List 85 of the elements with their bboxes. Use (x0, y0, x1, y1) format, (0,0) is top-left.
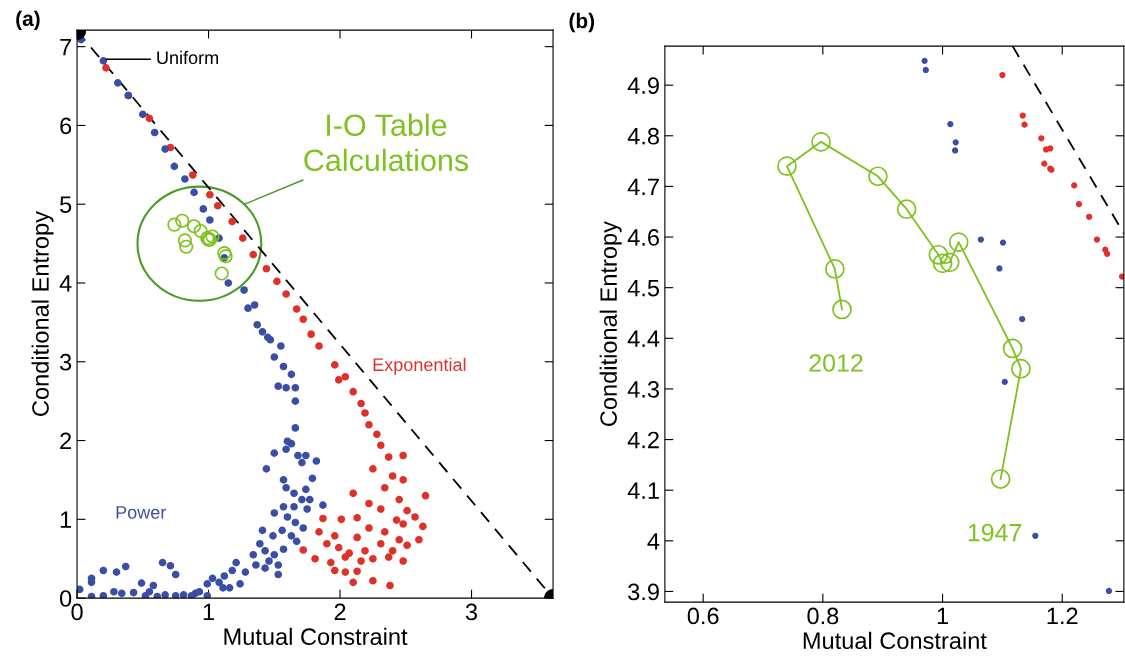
point (999, 71, 1006, 79)
point (1011, 358, 1031, 379)
y-tick-label: 4 (59, 275, 72, 292)
point (824, 259, 845, 279)
y-tick-label: 2 (60, 432, 72, 450)
point (951, 147, 959, 154)
y-tick-label: 4.8 (627, 127, 659, 145)
y-tick-label: 7 (60, 38, 72, 56)
annotation: 2012 (809, 354, 863, 372)
point (932, 253, 953, 274)
point (1103, 250, 1111, 257)
x-axis-title: Mutual Constraint (224, 627, 408, 646)
point (777, 156, 797, 177)
point (1093, 236, 1101, 243)
x-tick-label: 1.2 (1047, 607, 1078, 625)
x-tick-label: 0 (71, 603, 83, 621)
point (1086, 213, 1093, 220)
x-tick-label: 2 (334, 603, 346, 621)
point (1021, 121, 1028, 128)
x-tick-label: 1 (937, 607, 948, 625)
point (177, 233, 192, 248)
y-axis-title: Conditional Entropy (31, 211, 54, 416)
point (214, 266, 229, 281)
y-tick-label: 1 (60, 511, 72, 528)
point (832, 299, 852, 320)
point (921, 57, 928, 64)
point (193, 223, 208, 239)
series-label: Exponential (373, 357, 466, 375)
x-tick-label: 3 (465, 603, 478, 621)
point (205, 229, 220, 244)
chart-title: (a) (16, 10, 40, 31)
point (977, 236, 984, 243)
point (1047, 145, 1054, 152)
annotation: 1947 (968, 523, 1022, 542)
y-tick-label: 3.9 (628, 583, 659, 601)
point (1041, 160, 1048, 167)
point (167, 217, 182, 232)
point (1105, 587, 1113, 595)
chart-title: (b) (569, 12, 595, 33)
point (896, 199, 917, 220)
point (922, 66, 929, 74)
y-tick-label: 4.1 (627, 482, 659, 499)
point (811, 131, 831, 152)
annotation: I-O Table Calculations (304, 113, 469, 172)
y-tick-label: 5 (60, 196, 72, 213)
point (1071, 182, 1078, 189)
x-tick-label: 1 (203, 603, 214, 621)
point (1032, 532, 1039, 539)
point (1038, 135, 1045, 142)
y-tick-label: 4.9 (627, 77, 659, 94)
x-axis-title: Mutual Constraint (803, 631, 987, 650)
point (928, 244, 949, 265)
point (1001, 378, 1008, 385)
point (952, 139, 959, 146)
text: Power (116, 506, 167, 519)
y-tick-label: 4.6 (627, 229, 659, 246)
point (948, 232, 969, 252)
point (868, 166, 888, 187)
y-axis-title: Conditional Entropy (599, 221, 622, 426)
point (996, 265, 1003, 272)
point (187, 219, 202, 234)
point (947, 121, 954, 128)
x-tick-label: 0.6 (687, 607, 719, 625)
y-tick-label: 4.5 (627, 279, 660, 297)
y-tick-label: 6 (60, 117, 72, 135)
y-tick-label: 4.7 (627, 178, 659, 195)
point (1075, 201, 1083, 208)
point (990, 469, 1011, 489)
x-tick-label: 0.8 (807, 607, 839, 625)
y-tick-label: 3 (59, 353, 72, 371)
point (1019, 315, 1026, 323)
point (1002, 338, 1023, 359)
point (939, 252, 960, 273)
point (999, 239, 1007, 246)
point (218, 249, 233, 264)
annotation: Uniform (157, 50, 218, 65)
y-tick-label: 4.2 (627, 431, 659, 449)
point (179, 239, 194, 254)
y-tick-label: 4.3 (627, 381, 659, 398)
y-tick-label: 4 (647, 533, 660, 550)
point (1019, 112, 1026, 119)
y-tick-label: 0 (59, 590, 72, 607)
point (217, 245, 232, 261)
y-tick-label: 4.4 (627, 330, 660, 347)
point (175, 213, 190, 228)
